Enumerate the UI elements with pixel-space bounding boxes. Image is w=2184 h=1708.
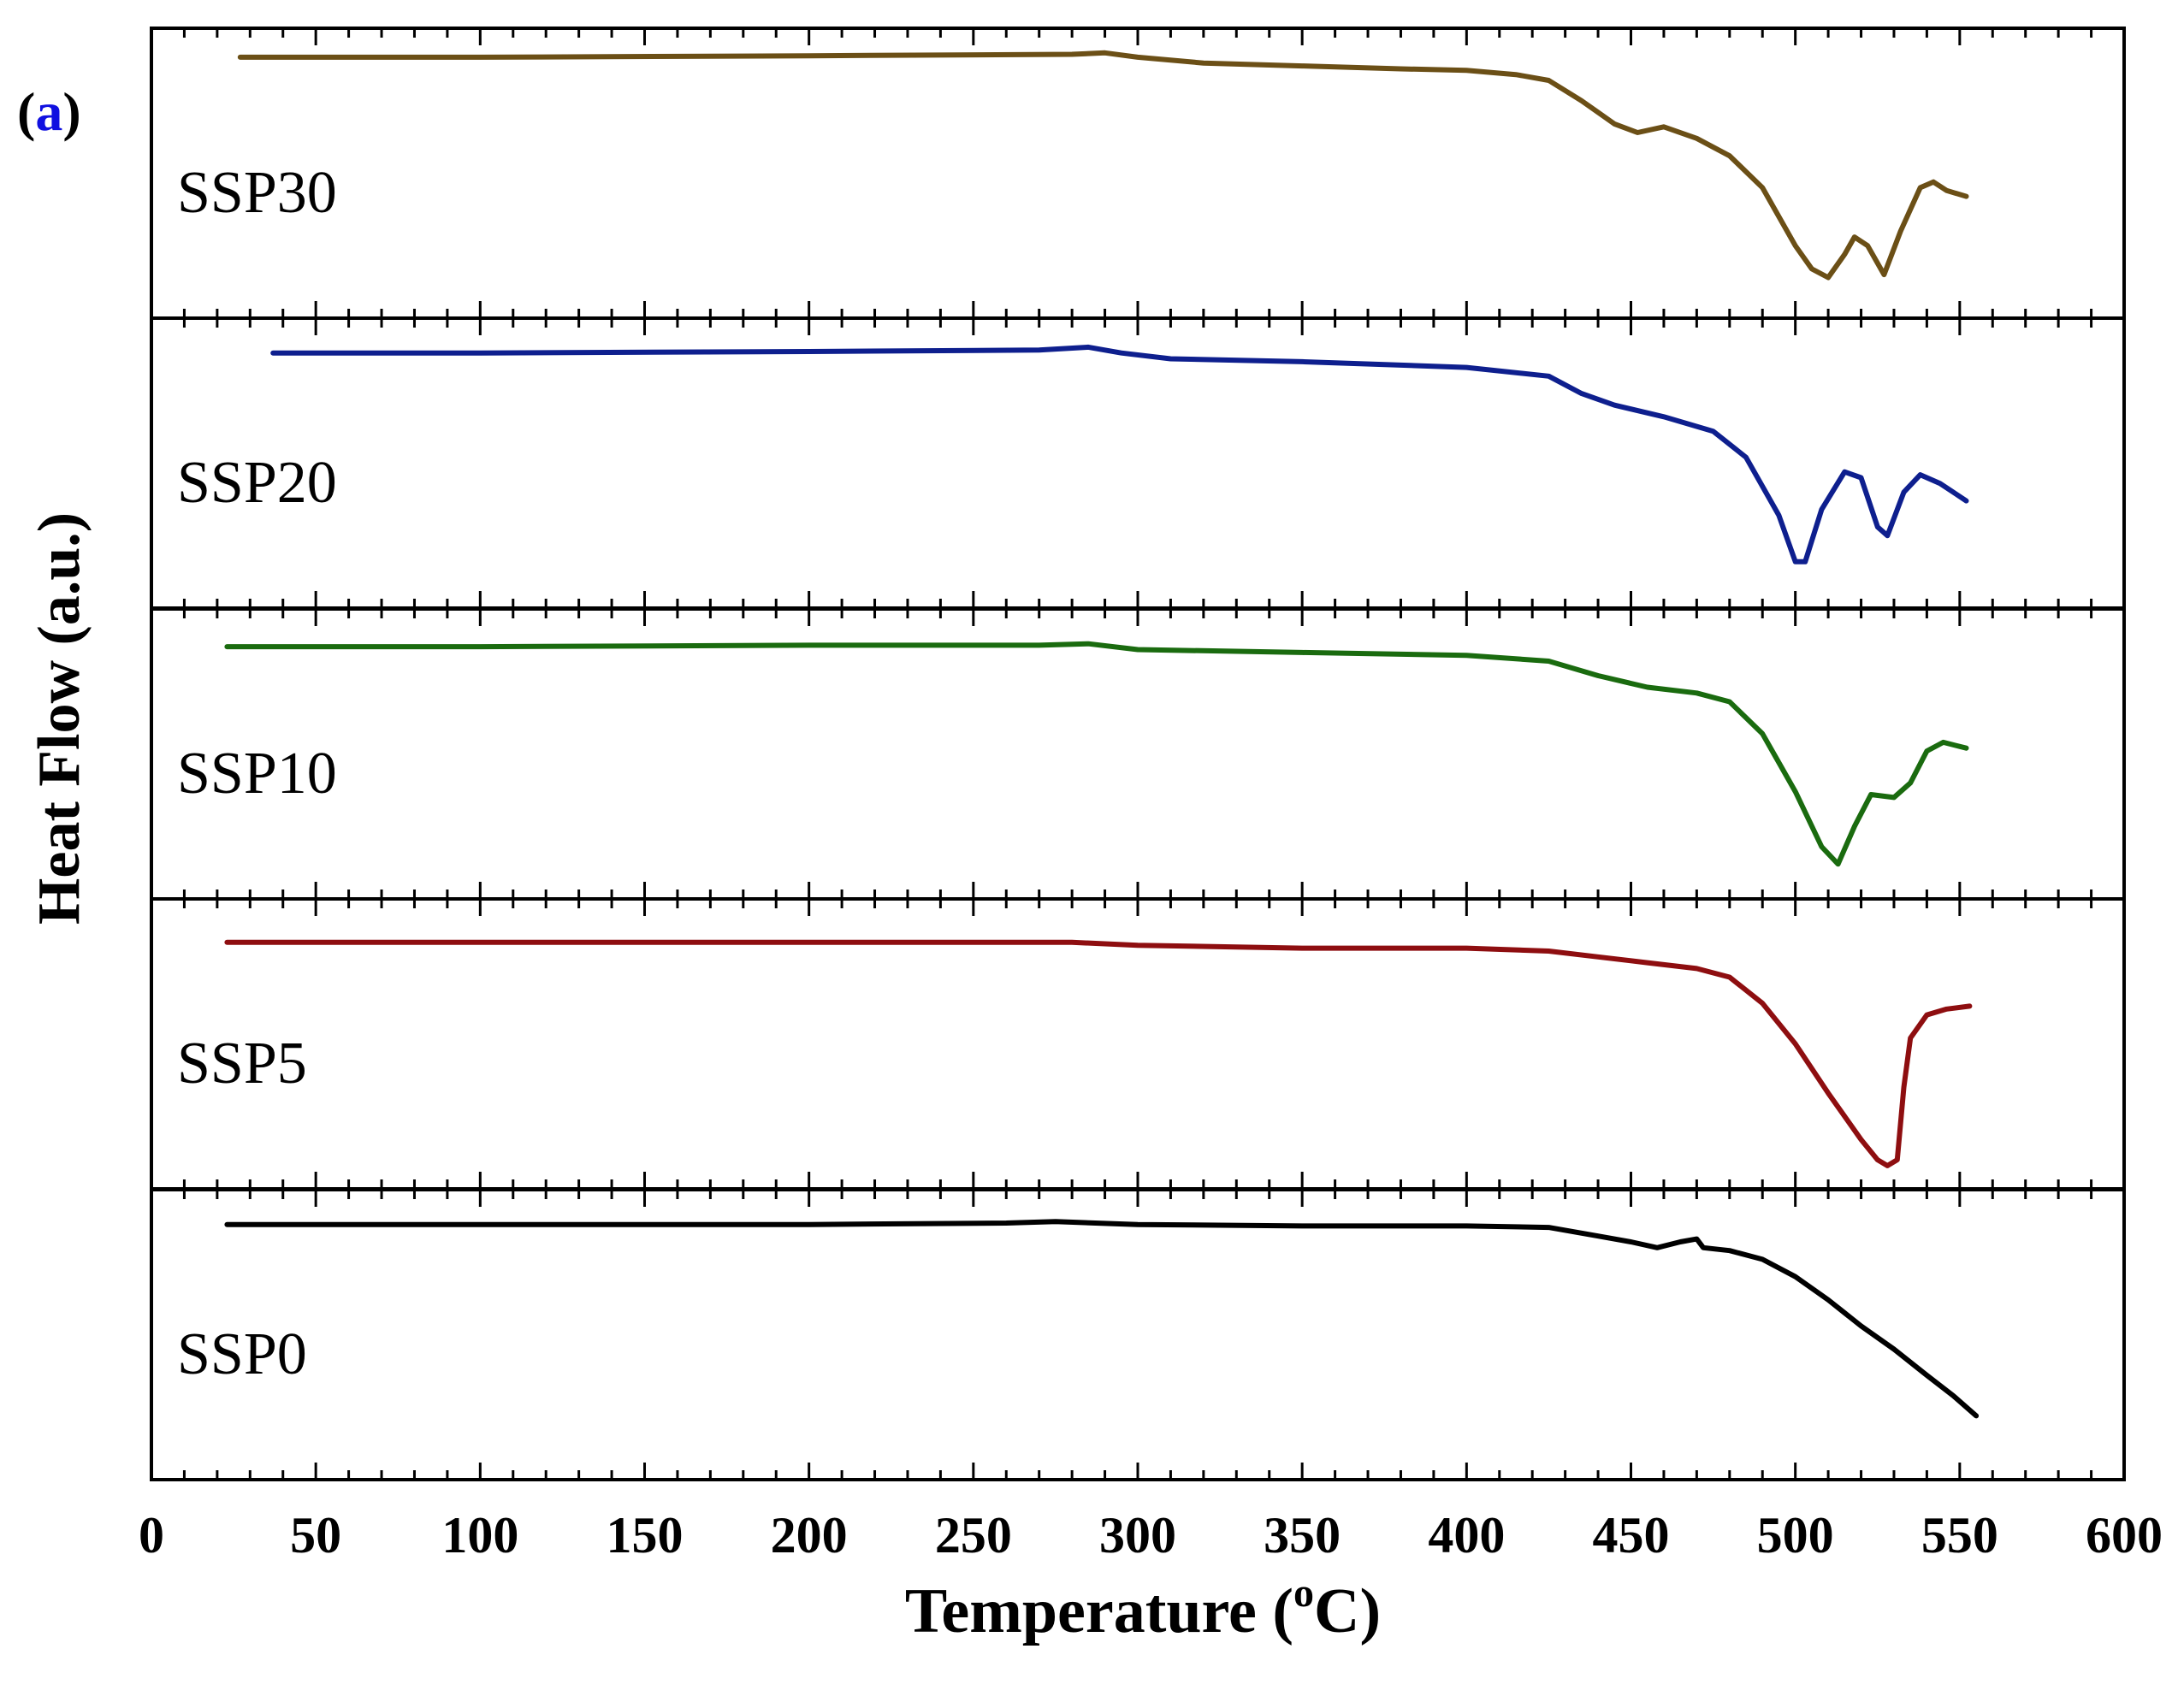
x-tick-labels: 0 50 100 150 200 250 300 350 400 450 500 550 600 xyxy=(139,1507,2163,1563)
series-line-SSP20 xyxy=(270,344,1969,564)
x-axis-label-main: Temperature ( xyxy=(905,1576,1293,1646)
series-label-SSP5: SSP5 xyxy=(177,1031,307,1096)
panel-SSP10: SSP10 xyxy=(150,607,2126,901)
panel-SSP0: SSP0 xyxy=(150,1188,2126,1481)
x-tick-label: 200 xyxy=(771,1507,848,1563)
panels-group: SSP30 SSP20 SSP10 SSP5 SSP0 xyxy=(150,27,2126,1481)
series-label-SSP10: SSP10 xyxy=(177,741,337,807)
panel-SSP30: SSP30 xyxy=(150,27,2126,320)
x-axis-label: Temperature (oC) xyxy=(905,1570,1381,1646)
x-tick-label: 500 xyxy=(1757,1507,1834,1563)
x-tick-label: 150 xyxy=(607,1507,684,1563)
panel-SSP20: SSP20 xyxy=(150,316,2126,610)
panel-label-close: ) xyxy=(62,81,80,142)
x-tick-label: 250 xyxy=(935,1507,1012,1563)
panel-label-open: ( xyxy=(17,81,35,142)
panel-frame xyxy=(150,1188,2126,1481)
x-tick-label: 300 xyxy=(1099,1507,1176,1563)
x-tick-label: 600 xyxy=(2086,1507,2163,1563)
x-tick-label: 450 xyxy=(1593,1507,1670,1563)
x-axis-label-unit: C) xyxy=(1314,1576,1381,1646)
series-line-SSP10 xyxy=(224,641,1969,867)
series-label-SSP20: SSP20 xyxy=(177,450,337,516)
panel-label-letter: a xyxy=(35,81,62,142)
y-axis-label: Heat Flow (a.u.) xyxy=(27,512,92,925)
panel-SSP5: SSP5 xyxy=(150,897,2126,1191)
panel-frame xyxy=(150,316,2126,610)
x-tick-label: 50 xyxy=(290,1507,341,1563)
x-tick-label: 400 xyxy=(1428,1507,1505,1563)
series-label-SSP0: SSP0 xyxy=(177,1321,307,1387)
x-tick-label: 100 xyxy=(441,1507,518,1563)
series-line-SSP30 xyxy=(237,50,1969,281)
x-tick-label: 0 xyxy=(139,1507,164,1563)
series-label-SSP30: SSP30 xyxy=(177,160,337,226)
series-line-SSP0 xyxy=(224,1219,1980,1419)
x-tick-label: 350 xyxy=(1264,1507,1341,1563)
panel-label: (a) xyxy=(17,81,81,142)
series-line-SSP5 xyxy=(224,939,1973,1168)
x-axis-label-degree: o xyxy=(1293,1570,1314,1616)
x-tick-label: 550 xyxy=(1921,1507,1998,1563)
